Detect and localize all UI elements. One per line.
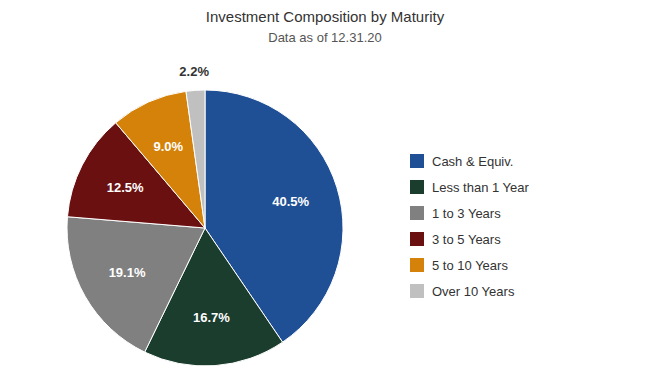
legend-swatch [410, 232, 424, 246]
legend-swatch [410, 206, 424, 220]
pie-slice [186, 90, 205, 228]
data-label: 19.1% [109, 265, 146, 280]
legend-label: Over 10 Years [432, 284, 515, 299]
pie [67, 90, 343, 366]
data-label: 16.7% [193, 310, 230, 325]
data-label: 9.0% [154, 139, 184, 154]
chart-svg: Investment Composition by Maturity Data a… [0, 0, 650, 390]
legend-swatch [410, 180, 424, 194]
subtitle: Data as of 12.31.20 [268, 30, 381, 45]
legend-label: 5 to 10 Years [432, 258, 508, 273]
legend-label: Cash & Equiv. [432, 154, 513, 169]
legend-swatch [410, 154, 424, 168]
data-label: 12.5% [107, 180, 144, 195]
title: Investment Composition by Maturity [206, 8, 445, 25]
pie-slice [67, 217, 205, 352]
background [0, 0, 650, 390]
legend-label: 3 to 5 Years [432, 232, 501, 247]
legend-label: 1 to 3 Years [432, 206, 501, 221]
data-label: 2.2% [179, 64, 209, 79]
chart-container: Investment Composition by Maturity Data a… [0, 0, 650, 390]
data-labels: 40.5% 16.7% 19.1% 12.5% 9.0% 2.2% [107, 64, 310, 325]
legend-swatch [410, 258, 424, 272]
legend: Cash & Equiv. Less than 1 Year 1 to 3 Year… [410, 154, 530, 299]
legend-swatch [410, 284, 424, 298]
legend-label: Less than 1 Year [432, 180, 530, 195]
data-label: 40.5% [272, 194, 309, 209]
